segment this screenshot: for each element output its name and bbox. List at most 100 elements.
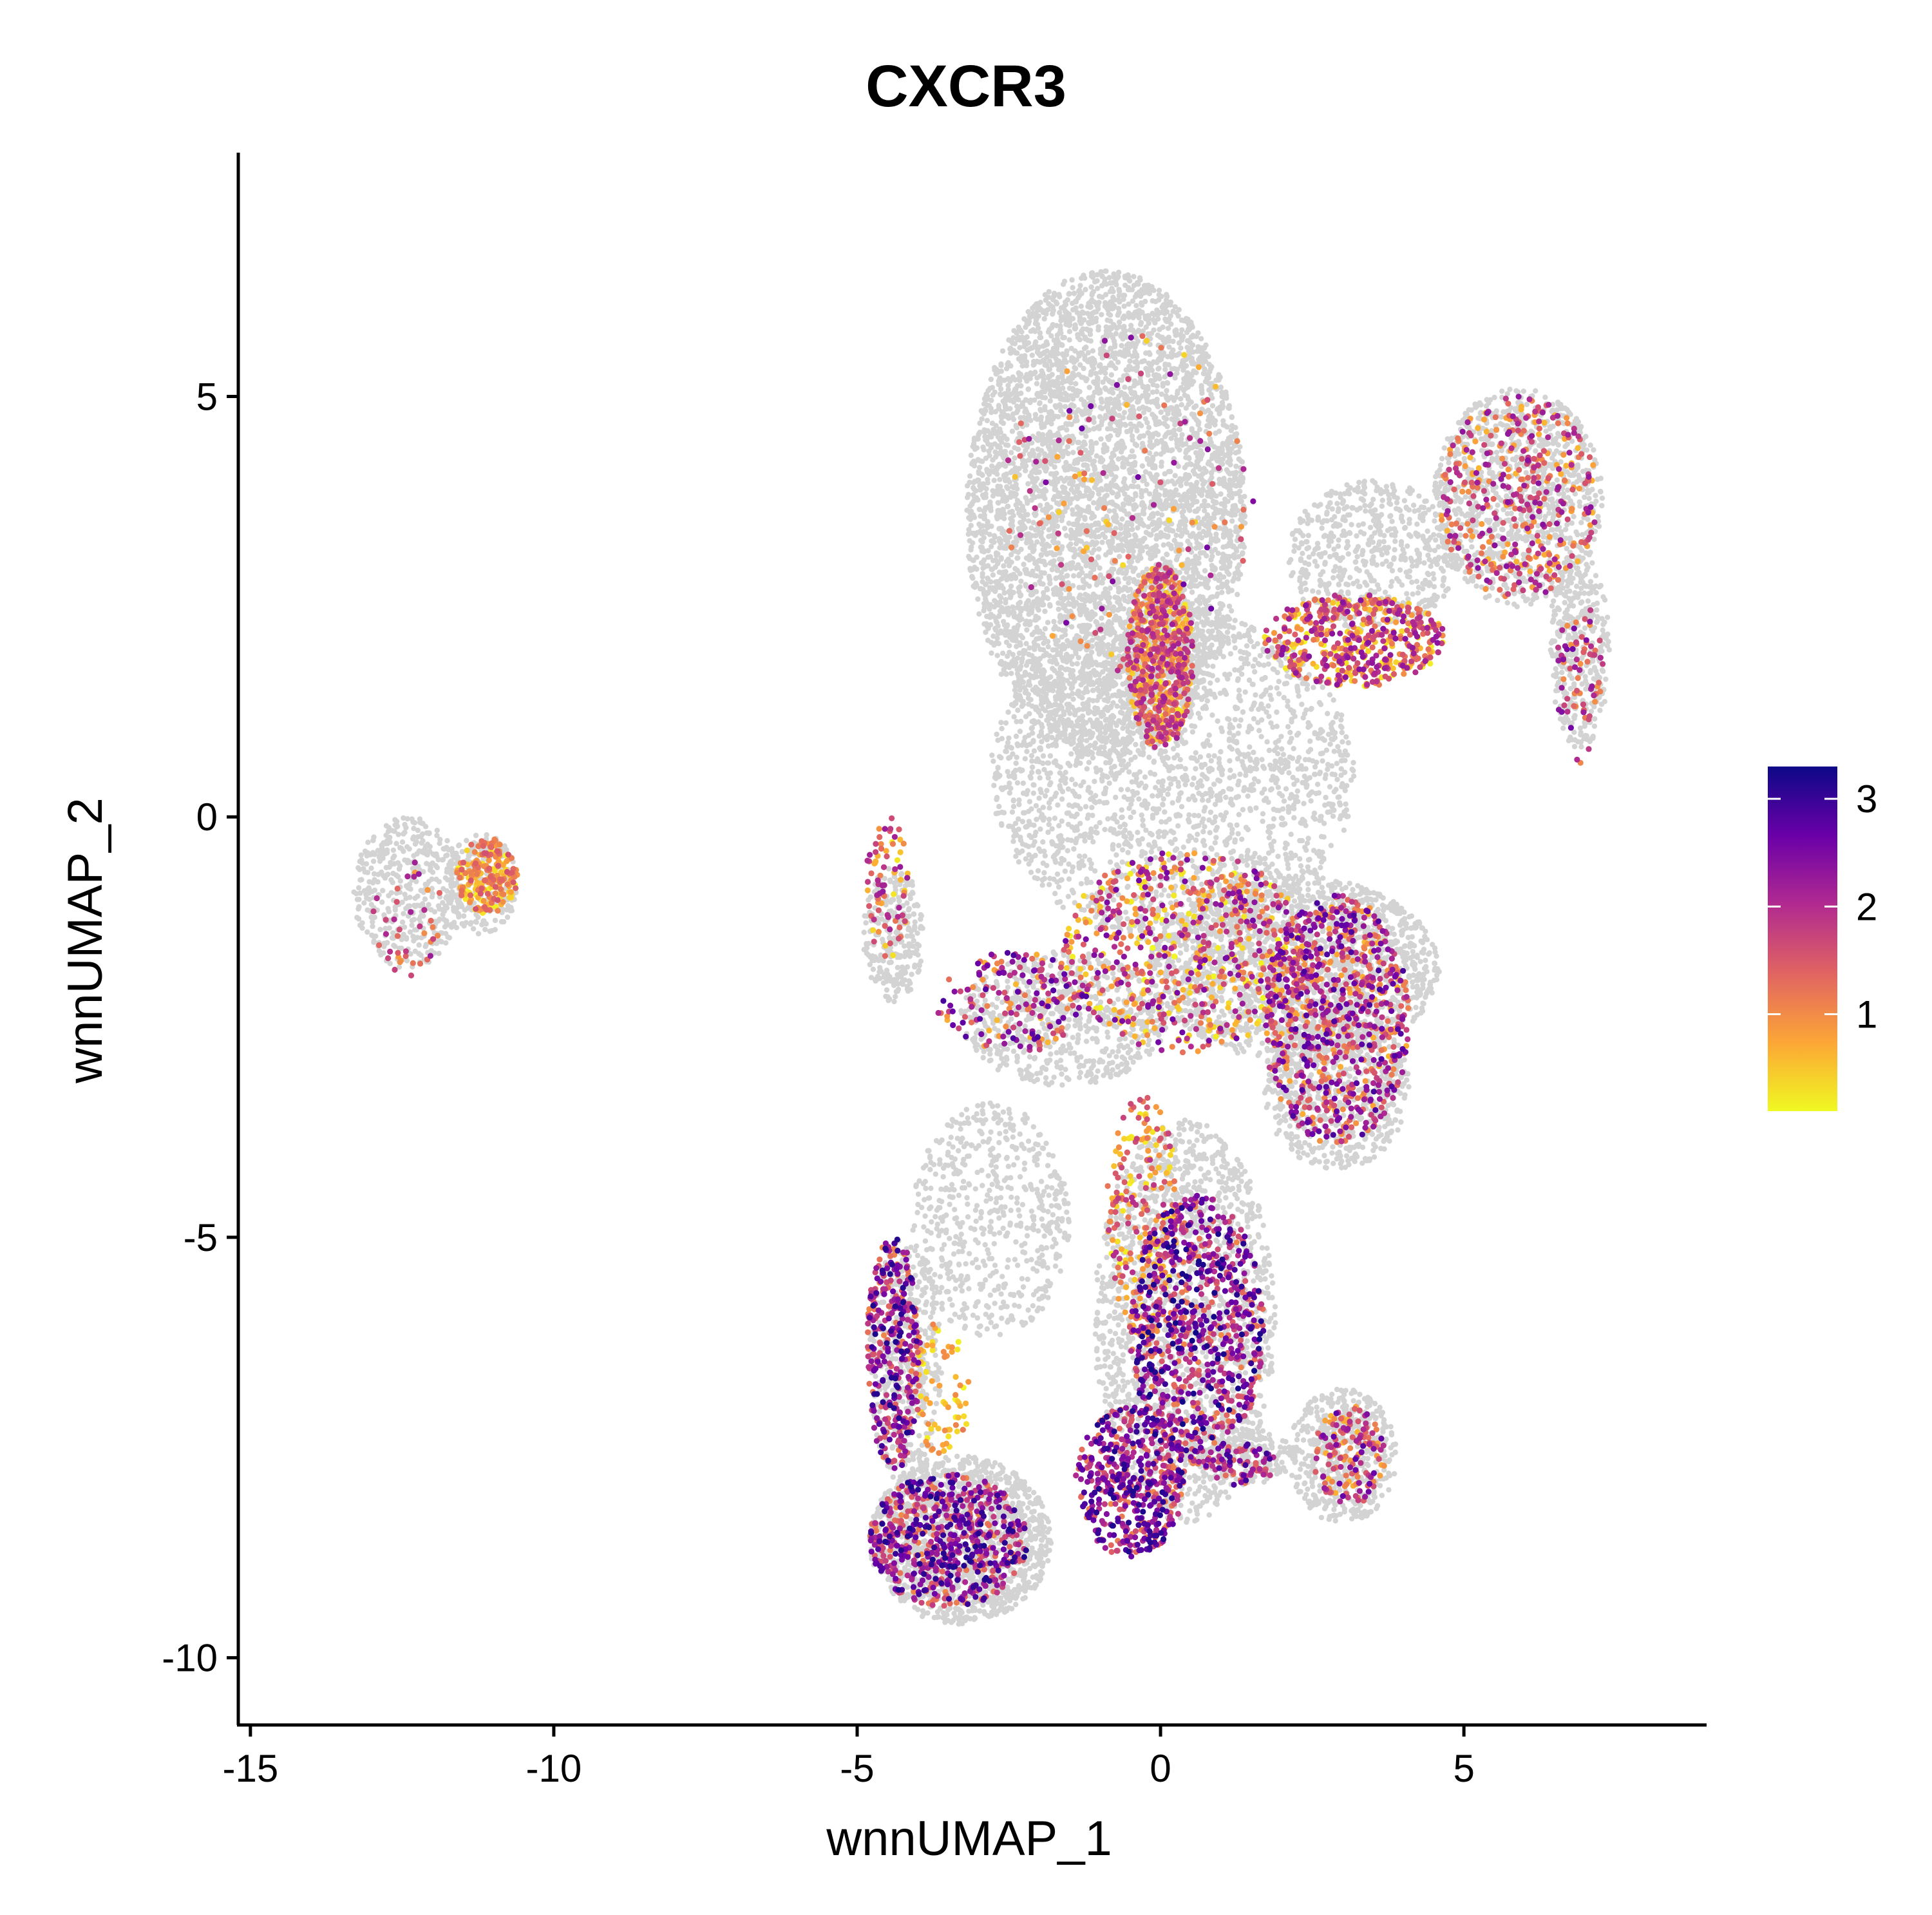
cell-point	[1048, 559, 1054, 565]
cell-point	[1018, 592, 1024, 598]
cell-point	[443, 940, 449, 946]
cell-point	[1136, 512, 1142, 519]
cell-point	[984, 624, 990, 629]
cell-point	[1121, 292, 1128, 298]
cell-point	[1222, 423, 1227, 428]
cell-point	[996, 613, 1002, 619]
cell-point	[971, 486, 978, 492]
cell-point	[1040, 525, 1046, 531]
cell-point	[1138, 319, 1144, 326]
cell-point	[1184, 462, 1190, 468]
cell-point	[1032, 617, 1038, 623]
cell-point	[1077, 283, 1083, 289]
cell-point	[437, 837, 443, 843]
cell-point	[1232, 502, 1238, 509]
cell-point	[1032, 397, 1037, 403]
cell-point	[1047, 580, 1053, 587]
cell-point	[1205, 585, 1211, 591]
cell-point	[1044, 502, 1050, 508]
cell-point	[1146, 320, 1151, 327]
cell-point	[417, 902, 423, 909]
cell-point	[1184, 569, 1189, 575]
cell-point	[1140, 478, 1146, 484]
cell-point	[453, 924, 460, 931]
cell-point	[1120, 681, 1126, 687]
cell-point	[1125, 527, 1132, 533]
cell-point	[1072, 522, 1078, 528]
cell-point	[1151, 413, 1157, 419]
cell-point	[1151, 287, 1157, 293]
cell-point	[1070, 507, 1075, 513]
cell-point	[443, 853, 449, 859]
cell-point	[484, 832, 489, 838]
cell-point	[383, 823, 390, 829]
cell-point	[979, 531, 985, 537]
cell-point	[1041, 544, 1048, 550]
cell-point	[1065, 297, 1071, 303]
cell-point	[1001, 667, 1007, 672]
cell-point	[1009, 484, 1015, 490]
cell-point	[1121, 479, 1127, 485]
cell-point	[1029, 352, 1036, 358]
cell-point	[1150, 310, 1155, 316]
cell-point	[1100, 531, 1106, 537]
cell-point	[1097, 362, 1103, 368]
cell-point	[366, 879, 372, 885]
cell-point	[1036, 325, 1041, 331]
cell-point	[1229, 482, 1235, 488]
cell-point	[998, 556, 1004, 562]
cell-point	[1041, 640, 1046, 646]
cell-point	[1056, 606, 1062, 613]
cell-point	[1089, 643, 1095, 649]
cell-point	[1070, 681, 1075, 687]
cell-point	[1032, 629, 1037, 635]
cell-point	[1166, 344, 1172, 350]
cell-point	[464, 837, 469, 844]
cell-point	[1000, 420, 1007, 426]
cell-point	[1184, 499, 1190, 505]
cell-point	[965, 531, 971, 537]
cell-point	[1196, 525, 1202, 531]
cell-point	[390, 847, 396, 853]
cell-point	[1141, 511, 1147, 517]
cell-point	[1195, 330, 1201, 336]
cell-point	[1133, 312, 1140, 318]
cell-point	[1119, 343, 1124, 348]
cell-point	[373, 933, 379, 939]
cell-point	[1091, 419, 1097, 425]
cell-point	[361, 900, 367, 906]
cell-point	[1131, 274, 1137, 280]
cell-point	[413, 935, 419, 941]
cell-point	[414, 851, 420, 857]
cell-point	[1109, 489, 1115, 495]
cell-point	[399, 839, 406, 845]
cell-point	[1102, 280, 1108, 285]
cell-point	[998, 363, 1004, 368]
cell-point	[1061, 412, 1066, 417]
cell-point	[1095, 385, 1101, 391]
cell-point	[1027, 645, 1032, 651]
cell-point	[1176, 340, 1182, 346]
cell-point	[473, 919, 478, 925]
cell-point	[1116, 427, 1122, 433]
cell-point	[1024, 372, 1030, 377]
cell-point	[1037, 334, 1043, 341]
cell-point	[1005, 622, 1010, 628]
cell-point	[371, 939, 377, 946]
cell-point	[1121, 593, 1127, 600]
cell-point	[1084, 745, 1090, 751]
cell-point	[1107, 433, 1113, 439]
cell-point	[1019, 634, 1026, 641]
cell-point	[1163, 416, 1170, 422]
cell-point	[1178, 533, 1184, 539]
cell-point	[1055, 638, 1061, 643]
cell-point	[1009, 559, 1014, 565]
cell-point	[1068, 533, 1075, 538]
cell-point	[1037, 406, 1043, 412]
cell-point	[459, 904, 465, 910]
cell-point	[1007, 595, 1014, 600]
cell-point	[1219, 589, 1225, 595]
cell-point	[980, 444, 986, 450]
cell-point	[1057, 619, 1063, 625]
cell-point	[1124, 428, 1130, 435]
